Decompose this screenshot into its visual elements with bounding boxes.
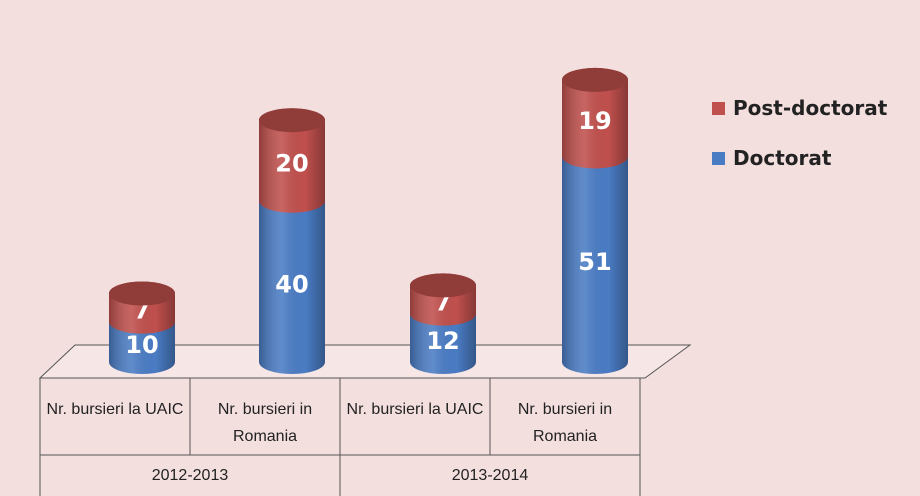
bar-shade — [259, 108, 325, 213]
floor — [38, 344, 692, 379]
bar-top-shade — [109, 281, 175, 306]
bar-top-shade — [562, 67, 628, 92]
value-label: 10 — [125, 331, 158, 359]
group-label: 2012-2013 — [151, 467, 229, 484]
category-label: Nr. bursieri la UAIC — [46, 401, 184, 418]
bar-top — [109, 281, 175, 306]
legend-swatch — [712, 102, 725, 115]
bar-top-shade — [410, 273, 476, 298]
bar-shade — [562, 144, 628, 374]
bar-top-shade — [259, 108, 325, 133]
table-lines — [39, 378, 641, 496]
bar-shade — [562, 67, 628, 169]
category-label: Nr. bursieri in Romania — [517, 401, 613, 445]
category-label: Nr. bursieri la UAIC — [346, 401, 484, 418]
bar-top — [410, 273, 476, 298]
value-label: 40 — [275, 270, 308, 298]
legend-label: Post-doctorat — [733, 96, 888, 120]
group-label: 2013-2014 — [451, 467, 529, 484]
bar-shade — [259, 188, 325, 374]
bar-top — [562, 67, 628, 92]
category-label: Nr. bursieri in Romania — [217, 401, 313, 445]
legend-label: Doctorat — [733, 146, 832, 170]
bar-top — [259, 108, 325, 133]
value-label: 20 — [275, 150, 308, 178]
value-label: 51 — [578, 248, 611, 276]
value-label: 12 — [426, 327, 459, 355]
value-label: 19 — [578, 107, 611, 135]
legend-swatch — [712, 152, 725, 165]
